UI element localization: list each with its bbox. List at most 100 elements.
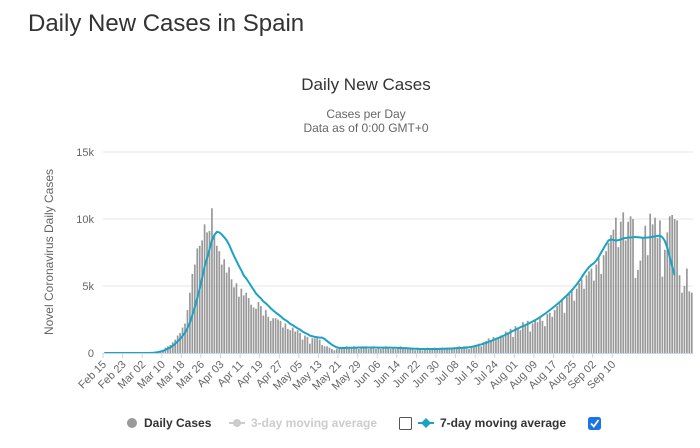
y-tick-label: 0: [88, 348, 94, 360]
daily-cases-bar: [522, 322, 524, 353]
chart-subtitle: Cases per Day: [326, 107, 405, 121]
daily-cases-bar: [340, 348, 343, 353]
daily-cases-bar: [431, 348, 434, 353]
daily-cases-bar: [230, 279, 233, 353]
daily-cases-bar: [367, 348, 370, 353]
daily-cases-bar: [250, 304, 252, 353]
daily-cases-bar: [553, 310, 556, 353]
daily-cases-bar: [455, 347, 458, 353]
daily-cases-bar: [573, 300, 576, 353]
daily-cases-bar: [198, 245, 201, 353]
y-tick-label: 5k: [82, 281, 94, 293]
daily-cases-bar: [335, 348, 338, 353]
legend-item-7day-average[interactable]: 7-day moving average: [418, 416, 566, 430]
daily-cases-bar: [671, 214, 674, 353]
daily-cases-bar: [681, 292, 683, 353]
daily-cases-bar: [343, 347, 345, 353]
daily-cases-bar: [485, 340, 487, 353]
daily-cases-bar: [274, 318, 277, 353]
daily-cases-bar: [235, 283, 238, 353]
daily-cases-bar: [406, 347, 409, 353]
daily-cases-bar: [365, 346, 368, 353]
daily-cases-bar: [433, 347, 436, 353]
daily-cases-bar: [318, 339, 321, 353]
daily-cases-bar: [242, 295, 245, 353]
daily-cases-bar: [397, 347, 399, 353]
daily-cases-bar: [541, 320, 544, 353]
daily-cases-bar: [654, 217, 656, 353]
legend-item-daily-cases[interactable]: Daily Cases: [127, 416, 212, 430]
daily-cases-bar: [377, 347, 380, 353]
daily-cases-bar: [215, 245, 218, 353]
daily-cases-bar: [539, 318, 541, 353]
daily-cases-bar: [688, 291, 691, 353]
legend-marker-7day: [421, 418, 431, 428]
daily-cases-bar: [245, 292, 248, 353]
daily-cases-bar: [502, 336, 505, 353]
daily-cases-bar: [380, 348, 382, 353]
daily-cases-bar: [362, 347, 365, 353]
daily-cases-bar: [497, 338, 500, 353]
daily-cases-bar: [470, 347, 473, 353]
daily-cases-bar: [678, 275, 681, 353]
daily-cases-bar: [465, 346, 468, 353]
daily-cases-bar: [644, 225, 647, 353]
daily-cases-bar: [394, 348, 397, 353]
daily-cases-bar: [482, 342, 485, 353]
legend-marker-3day: [233, 419, 241, 427]
daily-cases-bar: [257, 302, 260, 353]
daily-cases-bar: [683, 286, 686, 353]
daily-cases-bar: [176, 335, 179, 353]
daily-cases-bar: [512, 336, 514, 353]
daily-cases-bar: [453, 347, 456, 353]
daily-cases-bar: [495, 339, 497, 353]
daily-cases-bars: [147, 208, 693, 353]
daily-cases-bar: [360, 347, 363, 353]
daily-cases-bar: [240, 288, 243, 353]
daily-cases-bar: [186, 310, 189, 353]
checkbox-7day-average[interactable]: [588, 417, 601, 430]
daily-cases-bar: [477, 343, 480, 353]
daily-cases-bar: [375, 348, 377, 353]
daily-cases-bar: [426, 347, 429, 353]
daily-cases-bar: [585, 275, 588, 353]
daily-cases-bar: [558, 303, 561, 353]
daily-cases-bar: [641, 237, 644, 353]
checkbox-3day-average[interactable]: [399, 417, 412, 430]
legend: Daily Cases 3-day moving average 7-day m…: [127, 416, 601, 430]
daily-cases-bar: [575, 288, 578, 353]
y-axis: 0 5k 10k 15k: [76, 147, 94, 360]
daily-cases-bar: [531, 323, 534, 353]
daily-cases-bar: [421, 350, 424, 353]
y-axis-label: Novel Coronavirus Daily Cases: [42, 169, 56, 335]
daily-cases-bar: [607, 243, 610, 353]
daily-cases-bar: [387, 347, 390, 353]
chart-subtitle-date: Data as of 0:00 GMT+0: [303, 121, 428, 135]
daily-cases-bar: [443, 348, 446, 353]
daily-cases-bar: [282, 327, 284, 353]
daily-cases-bar: [612, 229, 615, 353]
daily-cases-bar: [399, 346, 402, 353]
daily-cases-bar: [517, 327, 519, 353]
daily-cases-bar: [536, 322, 539, 353]
daily-cases-bar: [617, 247, 620, 353]
series-line-7day: [104, 230, 676, 354]
daily-cases-bar: [676, 220, 678, 353]
daily-cases-bar: [624, 240, 627, 353]
daily-cases-bar: [370, 347, 372, 353]
daily-cases-bar: [428, 348, 431, 353]
legend-item-3day-average[interactable]: 3-day moving average: [229, 416, 377, 430]
daily-cases-bar: [409, 348, 412, 353]
daily-cases-bar: [595, 264, 598, 353]
legend-marker-daily-cases: [127, 418, 137, 428]
daily-cases-bar: [382, 347, 385, 353]
daily-cases-bar: [384, 346, 387, 353]
daily-cases-bar: [328, 347, 331, 353]
daily-cases-bar: [223, 259, 226, 353]
daily-cases-bar: [487, 338, 490, 353]
daily-cases-bar: [507, 334, 510, 353]
daily-cases-bar: [448, 347, 451, 353]
daily-cases-bar: [213, 235, 216, 353]
daily-cases-bar: [446, 347, 448, 353]
